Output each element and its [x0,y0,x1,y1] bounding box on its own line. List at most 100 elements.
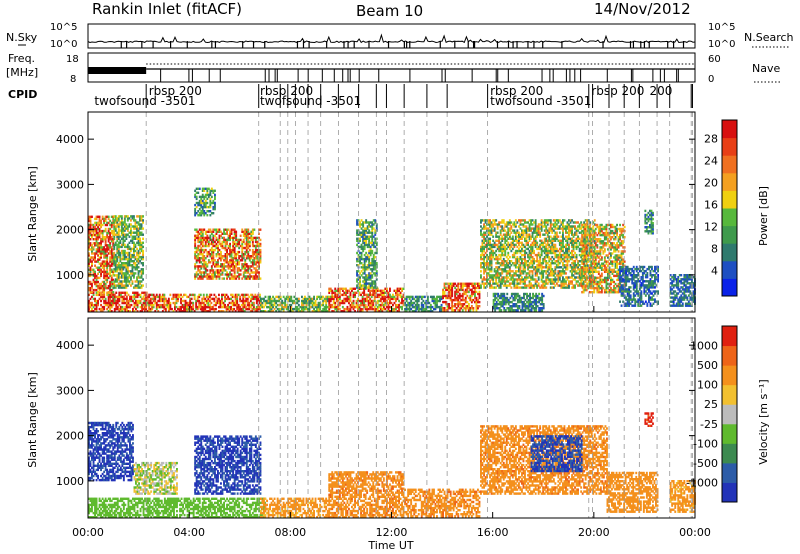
cell [511,223,514,226]
cell [528,227,531,230]
cell [183,310,185,313]
cell [103,246,106,249]
cell [508,229,511,232]
cell [557,253,560,257]
cell [338,303,341,307]
cell [239,299,242,303]
cell [457,282,460,285]
cell [126,270,129,273]
beam-label: Beam 10 [356,2,423,20]
cell [217,244,219,248]
cell [537,266,540,269]
cell [107,262,110,265]
cell [190,307,193,311]
cell [369,282,372,285]
cell [398,307,400,311]
cell [279,303,282,307]
cell [492,274,495,277]
cell [474,292,476,296]
cell [206,205,209,209]
cell [146,297,149,301]
cell [94,282,96,286]
cell [140,284,143,287]
cell [215,242,218,246]
cell [222,303,225,307]
cell [109,297,112,301]
cell [138,293,140,297]
cell [130,272,132,275]
cell [244,250,247,254]
cell [194,203,197,207]
cell [516,280,519,283]
cell [445,309,447,312]
cell [133,219,135,222]
cell [434,307,437,311]
cell [110,240,113,243]
cell [534,221,537,224]
cell [98,250,101,253]
cell [411,301,414,305]
cell [521,270,523,273]
cell [136,251,138,255]
cell [236,307,239,311]
cell [142,249,144,253]
cell [499,278,502,281]
cell [97,268,99,271]
cell [360,231,363,234]
cell [480,225,482,228]
cell [543,245,546,249]
cell [359,262,361,265]
cell [449,288,452,292]
cell [521,219,523,222]
cell [505,286,508,289]
cell [130,227,132,230]
cell [126,245,129,249]
cell [496,257,499,261]
cell [92,229,95,233]
cell [119,235,122,238]
cell [357,307,359,311]
cell [224,232,227,235]
cell [228,301,231,305]
cell [422,299,425,303]
cell [530,251,532,255]
cell [508,223,511,226]
cell [125,284,128,287]
cell [521,243,523,247]
cell [486,235,488,238]
cell [117,231,120,234]
cell [100,256,102,259]
cell [367,295,370,299]
cell [507,227,510,230]
cell [448,296,451,300]
cell [106,278,109,282]
cell [233,265,236,268]
cell [261,297,264,301]
cell [536,268,539,271]
cell [305,301,308,305]
cell [235,244,238,248]
cell [224,253,227,256]
cell [498,272,501,275]
cell [492,243,495,247]
cell [356,243,358,247]
cell [387,291,390,294]
cell [242,232,245,235]
cell [534,237,537,240]
cell [366,278,369,281]
cell [221,297,223,301]
cell [120,264,123,267]
cell [104,238,107,241]
cell [89,256,92,259]
cell [490,284,493,287]
cell [251,236,254,240]
cell [104,217,107,221]
cell [374,264,377,267]
cell [212,207,215,211]
cell [365,268,368,271]
cell [239,297,242,301]
cell [486,282,488,285]
cell [91,284,93,288]
cell [224,303,226,307]
cell [203,238,206,242]
